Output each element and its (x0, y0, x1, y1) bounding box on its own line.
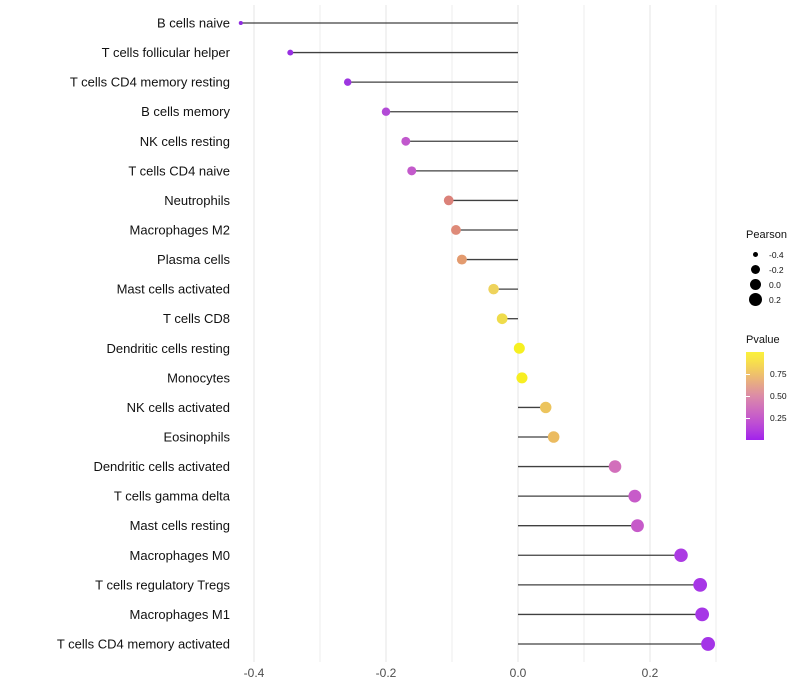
x-tick-label: -0.2 (376, 666, 397, 680)
lollipop-dot (631, 519, 644, 533)
lollipop-dot (343, 78, 352, 86)
lollipop-dot (496, 313, 508, 325)
pearson-legend-item: 0.0 (746, 277, 787, 292)
pearson-legend-dot (749, 293, 762, 306)
lollipop-dot (488, 283, 499, 295)
pvalue-colorbar-gradient (746, 352, 764, 440)
lollipop-dot (443, 195, 454, 206)
row-label: T cells regulatory Tregs (95, 577, 230, 592)
row-label: Eosinophils (164, 429, 231, 444)
row-label: Mast cells activated (117, 282, 230, 297)
row-label: Mast cells resting (130, 518, 230, 533)
row-label: Monocytes (167, 370, 230, 385)
pvalue-color-legend: Pvalue 0.75 0.50 0.25 (746, 334, 787, 440)
pearson-size-legend: Pearson -0.4 -0.2 0.0 0.2 (746, 229, 787, 307)
lollipop-dot (456, 254, 467, 265)
pvalue-colorbar-tick (746, 374, 750, 375)
lollipop-dot (381, 107, 391, 116)
pearson-legend-dot (753, 252, 758, 257)
pearson-legend-items: -0.4 -0.2 0.0 0.2 (746, 247, 787, 307)
row-label: Plasma cells (157, 252, 230, 267)
lollipop-dot (693, 577, 708, 592)
pvalue-colorbar-wrap: 0.75 0.50 0.25 (746, 352, 787, 440)
pearson-legend-label: -0.2 (769, 264, 784, 275)
lollipop-dot (695, 607, 710, 622)
lollipop-dot (451, 225, 461, 235)
row-label: T cells gamma delta (114, 489, 231, 504)
row-label: T cells CD4 naive (128, 163, 230, 178)
lollipop-dot (547, 431, 560, 443)
lollipop-dot (628, 489, 642, 503)
pearson-legend-dot-cell (746, 252, 765, 257)
row-label: T cells CD4 memory activated (57, 636, 230, 651)
lollipop-dot (513, 342, 525, 354)
pearson-legend-dot (751, 265, 760, 274)
pearson-legend-item: 0.2 (746, 292, 787, 307)
lollipop-dot (674, 548, 688, 563)
row-label: B cells naive (157, 16, 230, 31)
row-label: B cells memory (141, 104, 230, 119)
row-label: Macrophages M1 (130, 607, 230, 622)
pearson-legend-dot-cell (746, 265, 765, 274)
row-label: Dendritic cells activated (93, 459, 230, 474)
pvalue-colorbar-tick (746, 418, 750, 419)
pvalue-legend-title: Pvalue (746, 334, 780, 346)
lollipop-dot (401, 136, 411, 146)
pearson-legend-label: 0.0 (769, 279, 781, 290)
x-tick-label: -0.4 (244, 666, 265, 680)
row-label: T cells CD4 memory resting (70, 75, 230, 90)
lollipop-dot (407, 166, 417, 176)
x-tick-label: 0.0 (510, 666, 527, 680)
pearson-legend-label: 0.2 (769, 294, 781, 305)
pearson-legend-item: -0.4 (746, 247, 787, 262)
row-label: Macrophages M0 (130, 548, 230, 563)
lollipop-dot (539, 401, 552, 414)
pvalue-colorbar-label: 0.50 (770, 391, 787, 401)
pvalue-colorbar-label: 0.75 (770, 369, 787, 379)
pearson-legend-dot-cell (746, 293, 765, 306)
pearson-legend-dot (750, 279, 761, 290)
row-label: NK cells resting (140, 134, 230, 149)
row-label: NK cells activated (127, 400, 230, 415)
lollipop-dot (287, 49, 294, 56)
lollipop-dot (608, 460, 622, 473)
lollipop-dot (238, 20, 243, 26)
pvalue-colorbar-tick (746, 396, 750, 397)
pvalue-colorbar-label: 0.25 (770, 413, 787, 423)
x-tick-label: 0.2 (642, 666, 659, 680)
pearson-legend-label: -0.4 (769, 249, 784, 260)
pearson-legend-dot-cell (746, 279, 765, 290)
lollipop-dot (701, 637, 716, 651)
pearson-legend-item: -0.2 (746, 262, 787, 277)
row-label: T cells follicular helper (102, 45, 231, 60)
row-label: Macrophages M2 (130, 222, 230, 237)
row-label: Dendritic cells resting (106, 341, 230, 356)
lollipop-dot (516, 372, 528, 384)
row-label: Neutrophils (164, 193, 230, 208)
pearson-legend-title: Pearson (746, 229, 787, 241)
row-label: T cells CD8 (163, 311, 230, 326)
